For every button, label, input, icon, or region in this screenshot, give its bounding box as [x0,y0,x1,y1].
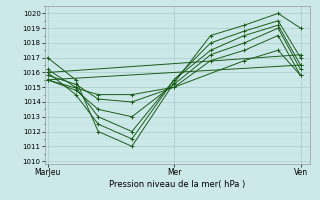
X-axis label: Pression niveau de la mer( hPa ): Pression niveau de la mer( hPa ) [109,180,246,189]
